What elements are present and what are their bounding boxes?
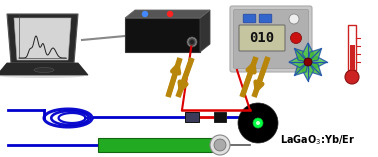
Circle shape	[291, 32, 302, 43]
Circle shape	[189, 39, 195, 45]
Polygon shape	[308, 62, 321, 75]
Text: LaGaO$_3$:Yb/Er: LaGaO$_3$:Yb/Er	[280, 133, 355, 147]
Polygon shape	[289, 56, 308, 68]
Polygon shape	[308, 56, 327, 68]
Ellipse shape	[0, 74, 85, 78]
Circle shape	[143, 11, 147, 16]
Polygon shape	[14, 18, 71, 60]
Circle shape	[214, 139, 226, 151]
Bar	[98, 138, 212, 152]
Polygon shape	[125, 10, 210, 18]
Circle shape	[345, 70, 359, 84]
FancyBboxPatch shape	[259, 14, 272, 23]
Polygon shape	[294, 49, 308, 62]
Bar	[214, 112, 226, 122]
Circle shape	[187, 37, 197, 47]
FancyBboxPatch shape	[239, 25, 285, 51]
Polygon shape	[308, 49, 321, 62]
Polygon shape	[0, 63, 88, 75]
Polygon shape	[302, 43, 314, 62]
Polygon shape	[125, 18, 200, 52]
Bar	[185, 112, 199, 122]
Bar	[350, 45, 355, 70]
Circle shape	[289, 14, 299, 24]
Circle shape	[256, 121, 260, 125]
Polygon shape	[302, 62, 314, 81]
Polygon shape	[0, 63, 88, 75]
FancyBboxPatch shape	[234, 10, 308, 68]
Text: 010: 010	[249, 31, 274, 45]
Circle shape	[238, 103, 278, 143]
Circle shape	[210, 135, 230, 155]
Circle shape	[304, 58, 312, 66]
Polygon shape	[7, 14, 78, 63]
FancyBboxPatch shape	[230, 6, 312, 72]
Ellipse shape	[34, 68, 54, 73]
Bar	[348, 25, 356, 70]
Circle shape	[191, 41, 194, 43]
Circle shape	[167, 11, 172, 16]
Polygon shape	[294, 62, 308, 75]
Circle shape	[253, 118, 263, 128]
FancyBboxPatch shape	[243, 14, 256, 23]
Polygon shape	[200, 10, 210, 52]
